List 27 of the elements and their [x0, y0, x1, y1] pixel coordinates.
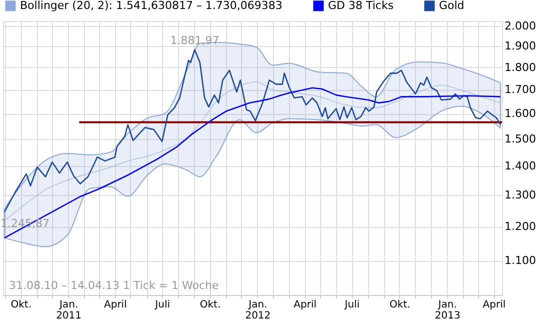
y-tick-label: 1.900 [504, 40, 536, 53]
y-tick-label: 1.500 [504, 132, 536, 146]
y-tick-label: 2.000 [504, 19, 536, 32]
y-tick-label: 1.700 [504, 83, 536, 96]
legend-label: Bollinger (20, 2): 1.541,630817 – 1.730,069383 [20, 0, 282, 12]
x-tick-label: Jan. 2011 [56, 300, 82, 322]
y-tick-label: 1.100 [504, 254, 536, 268]
y-tick-label: 1.600 [504, 107, 536, 120]
x-tick-label: Okt. [200, 300, 221, 310]
y-tick-label: 1.800 [504, 60, 536, 74]
y-tick-label: 1.300 [504, 188, 536, 202]
annotation: 31.08.10 – 14.04.13 1 Tick = 1 Woche [9, 279, 219, 292]
legend-label: Gold [439, 0, 464, 12]
x-tick-label: Jan. 2012 [245, 300, 271, 322]
y-tick-label: 1.200 [504, 220, 536, 234]
x-tick-label: April [294, 300, 317, 310]
x-tick-label: Okt. [10, 300, 32, 310]
x-tick-label: April [104, 300, 127, 310]
x-tick-label: Juli [154, 300, 170, 310]
x-tick-label: April [482, 300, 506, 310]
x-tick-label: Okt. [390, 300, 410, 310]
line-series [4, 49, 502, 212]
x-tick-label: Jan. 2013 [434, 300, 460, 322]
annotation: 1.881,97 [170, 34, 220, 47]
legend-label: GD 38 Ticks [328, 0, 394, 12]
x-tick-label: Juli [344, 300, 360, 310]
y-tick-label: 1.400 [504, 159, 536, 172]
